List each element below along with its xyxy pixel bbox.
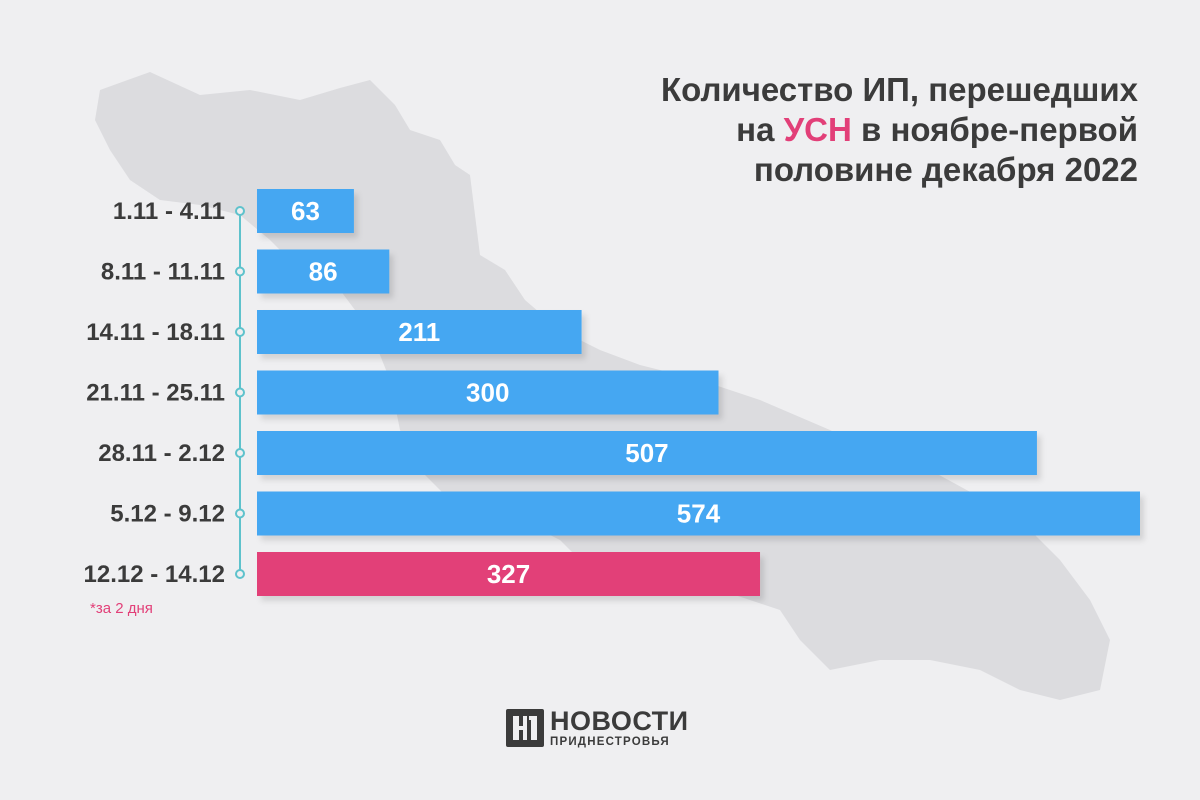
value-label: 507 — [625, 438, 668, 468]
chart-title: Количество ИП, перешедших на УСН в ноябр… — [498, 70, 1138, 190]
category-label: 14.11 - 18.11 — [86, 319, 225, 346]
category-label: 12.12 - 14.12 — [84, 561, 225, 588]
timeline-dot — [235, 569, 245, 579]
value-label: 86 — [309, 257, 338, 287]
bar-4 — [257, 370, 719, 415]
bar-5 — [257, 431, 1037, 475]
value-label: 574 — [677, 499, 721, 529]
timeline — [235, 206, 245, 579]
bar-7 — [257, 552, 761, 596]
category-labels: 1.11 - 4.11 8.11 - 11.11 14.11 - 18.11 21.1… — [84, 198, 225, 588]
logo-wordmark: НОВОСТИ ПРИДНЕСТРОВЬЯ — [550, 708, 689, 749]
title-line-2-start: на — [736, 111, 784, 148]
logo-main-text: НОВОСТИ — [550, 706, 689, 736]
value-label: 211 — [398, 317, 440, 347]
category-label: 21.11 - 25.11 — [86, 380, 225, 407]
value-label: 63 — [291, 196, 320, 226]
timeline-dot — [235, 266, 245, 277]
bar-3 — [257, 310, 582, 354]
timeline-dot — [235, 206, 245, 216]
bar-6 — [257, 491, 1140, 536]
timeline-dot — [235, 508, 245, 519]
category-label: 28.11 - 2.12 — [98, 440, 225, 467]
value-label: 300 — [466, 378, 509, 408]
category-label: 8.11 - 11.11 — [101, 259, 225, 286]
value-label: 327 — [487, 559, 530, 589]
bar-1 — [257, 189, 354, 233]
title-highlight-usn: УСН — [783, 111, 852, 148]
footnote: *за 2 дня — [90, 600, 153, 617]
timeline-dot — [235, 387, 245, 398]
logo-sub-text: ПРИДНЕСТРОВЬЯ — [550, 736, 670, 748]
bar-2 — [257, 249, 390, 294]
value-labels: 63 86 211 300 507 574 327 — [291, 196, 721, 589]
timeline-dot — [235, 448, 245, 458]
category-label: 5.12 - 9.12 — [110, 501, 225, 528]
title-line-2-end: в ноябре-первой — [851, 111, 1138, 148]
title-line-2: на УСН в ноябре-первой — [498, 110, 1138, 150]
category-label: 1.11 - 4.11 — [113, 198, 225, 225]
title-line-1: Количество ИП, перешедших — [660, 71, 1138, 108]
publisher-logo: НОВОСТИ ПРИДНЕСТРОВЬЯ — [506, 708, 689, 749]
title-line-3: половине декабря 2022 — [753, 151, 1138, 188]
timeline-dot — [235, 327, 245, 337]
bars — [257, 189, 1140, 596]
np-logo-icon — [506, 709, 544, 748]
